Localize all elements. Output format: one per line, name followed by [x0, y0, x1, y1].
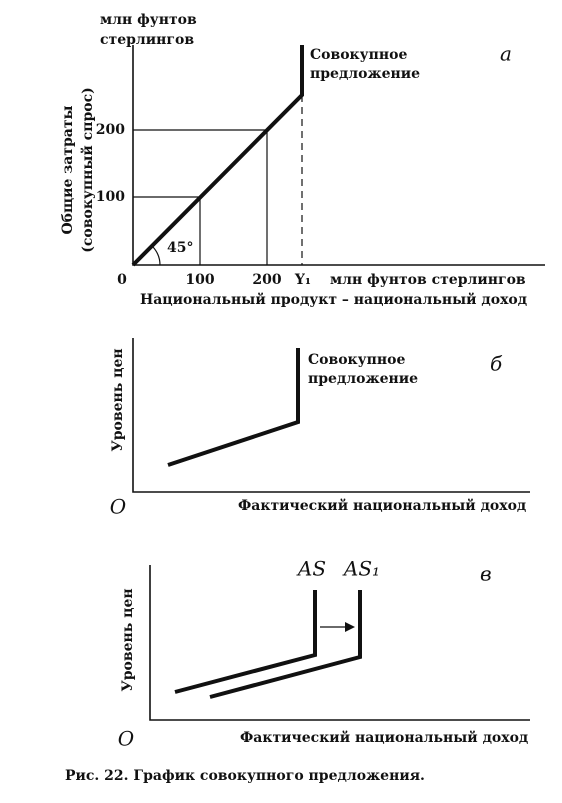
y-tick-label: 100 — [96, 189, 125, 205]
axes — [132, 338, 530, 493]
curve-label: предложение — [308, 371, 418, 387]
y-title: (совокупный спрос) — [79, 87, 96, 252]
axes — [149, 565, 530, 721]
y-title: Уровень цен — [120, 588, 136, 691]
origin: 0 — [117, 272, 127, 288]
curve-label: Совокупное — [310, 47, 407, 63]
y-title: Уровень цен — [110, 348, 126, 451]
curve-label: предложение — [310, 66, 420, 82]
y-unit: млн фунтов — [100, 12, 197, 28]
panel-c: Уровень цен О Фактический национальный д… — [118, 557, 530, 751]
panel-label: а — [500, 42, 512, 66]
x-title: Фактический национальный доход — [238, 497, 526, 514]
supply-curve — [167, 348, 300, 467]
panel-label: в — [480, 562, 492, 586]
as-curve — [174, 590, 317, 694]
curve-label: Совокупное — [308, 352, 405, 368]
x-tick-label: 100 — [185, 272, 214, 288]
x-tick-label: Y₁ — [294, 272, 311, 288]
curve-label: AS — [296, 557, 326, 581]
panel-label: б — [490, 352, 503, 376]
caption: Рис. 22. График совокупного предложения. — [65, 768, 425, 784]
arrow-head — [345, 622, 355, 632]
x-title: Национальный продукт – национальный дохо… — [140, 291, 527, 308]
origin: О — [110, 495, 126, 519]
x-title: Фактический национальный доход — [240, 729, 528, 746]
supply-curve — [131, 45, 304, 267]
panel-b: Уровень цен О Фактический национальный д… — [110, 338, 530, 519]
panel-a: млн фунтов стерлингов Общие затраты (сов… — [60, 12, 545, 308]
y-unit: стерлингов — [100, 32, 194, 48]
x-tick-label: 200 — [252, 272, 281, 288]
origin: О — [118, 727, 134, 751]
y-tick-label: 200 — [96, 122, 125, 138]
y-title: Общие затраты — [60, 105, 76, 234]
angle-arc — [151, 245, 161, 266]
x-unit: млн фунтов стерлингов — [330, 272, 526, 288]
as1-curve — [209, 590, 362, 699]
angle-label: 45° — [167, 240, 193, 256]
curve-label: AS₁ — [342, 557, 380, 581]
